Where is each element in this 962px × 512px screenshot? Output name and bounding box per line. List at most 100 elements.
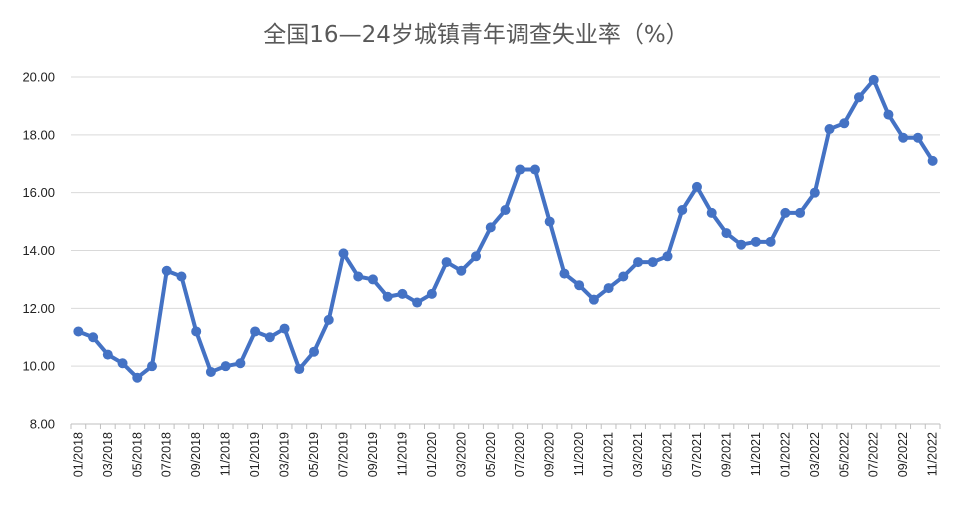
data-point	[618, 271, 629, 282]
x-tick-label: 09/2019	[366, 432, 380, 477]
data-point	[205, 366, 216, 377]
y-tick-label: 14.00	[22, 243, 55, 258]
x-tick-label: 01/2020	[425, 432, 439, 477]
x-tick-label: 09/2020	[543, 432, 557, 477]
data-point	[323, 314, 334, 325]
data-point	[102, 349, 113, 360]
data-point	[235, 358, 246, 369]
data-point	[515, 164, 526, 175]
data-point	[441, 257, 452, 268]
chart-title: 全国16—24岁城镇青年调查失业率（%）	[263, 22, 688, 48]
data-point	[500, 205, 511, 216]
x-tick-label: 05/2022	[837, 432, 851, 477]
x-axis-tick-labels: 01/2018 03/2018 05/2018 07/2018 09/2018 11/20…	[71, 432, 939, 477]
y-axis-tick-labels: 8.00 10.00 12.00 14.00 16.00 18.00 20.00	[22, 70, 55, 432]
y-tick-label: 20.00	[22, 70, 55, 85]
data-point	[647, 257, 658, 268]
data-point	[677, 205, 688, 216]
x-tick-label: 11/2020	[572, 432, 586, 476]
data-point	[750, 236, 761, 247]
data-point	[574, 280, 585, 291]
y-tick-label: 10.00	[22, 359, 55, 374]
y-tick-label: 8.00	[30, 417, 55, 432]
data-point	[603, 283, 614, 294]
x-tick-label: 03/2019	[278, 432, 292, 477]
data-point	[191, 326, 202, 337]
data-point	[176, 271, 187, 282]
x-tick-label: 03/2022	[808, 432, 822, 477]
data-point	[780, 207, 791, 218]
data-point	[73, 326, 84, 337]
data-point	[471, 251, 482, 262]
data-point	[853, 92, 864, 103]
data-point	[883, 109, 894, 120]
x-tick-label: 07/2019	[336, 432, 350, 477]
data-point	[412, 297, 423, 308]
x-tick-label: 01/2018	[71, 432, 85, 477]
y-tick-label: 16.00	[22, 185, 55, 200]
x-tick-label: 01/2021	[602, 432, 616, 477]
x-tick-label: 09/2021	[719, 432, 733, 477]
data-point	[927, 155, 938, 166]
data-point	[809, 187, 820, 198]
data-point	[294, 364, 305, 375]
data-point	[544, 216, 555, 227]
x-tick-label: 03/2020	[454, 432, 468, 477]
data-point	[824, 124, 835, 135]
data-point	[765, 236, 776, 247]
data-point	[426, 288, 437, 299]
data-point	[397, 288, 408, 299]
x-tick-label: 01/2022	[778, 432, 792, 477]
data-point	[382, 291, 393, 302]
x-tick-label: 11/2018	[219, 432, 233, 476]
x-tick-label: 03/2021	[631, 432, 645, 477]
data-point	[721, 228, 732, 239]
x-tick-label: 07/2021	[690, 432, 704, 477]
data-point	[250, 326, 261, 337]
data-point	[147, 361, 158, 372]
data-point	[633, 257, 644, 268]
data-point	[559, 268, 570, 279]
x-tick-label: 03/2018	[101, 432, 115, 477]
x-tick-label: 11/2021	[749, 432, 763, 476]
data-point	[220, 361, 231, 372]
data-point	[309, 346, 320, 357]
data-point	[588, 294, 599, 305]
data-point	[132, 372, 143, 383]
data-point	[264, 332, 275, 343]
data-point	[706, 207, 717, 218]
y-tick-label: 12.00	[22, 301, 55, 316]
x-tick-label: 05/2020	[484, 432, 498, 477]
data-point	[485, 222, 496, 233]
data-point	[912, 132, 923, 143]
data-point	[117, 358, 128, 369]
series-layer	[73, 74, 938, 383]
x-tick-label: 07/2020	[513, 432, 527, 477]
x-tick-label: 09/2018	[189, 432, 203, 477]
x-tick-label: 11/2022	[926, 432, 940, 476]
x-tick-label: 05/2018	[130, 432, 144, 477]
data-point	[868, 74, 879, 85]
data-point	[691, 181, 702, 192]
data-point	[279, 323, 290, 334]
data-point	[529, 164, 540, 175]
x-tick-label: 09/2022	[896, 432, 910, 477]
y-tick-label: 18.00	[22, 127, 55, 142]
gridlines	[70, 76, 941, 429]
series-line	[76, 77, 935, 380]
data-point	[662, 251, 673, 262]
x-tick-label: 05/2021	[661, 432, 675, 477]
data-point	[353, 271, 364, 282]
x-tick-label: 05/2019	[307, 432, 321, 477]
data-point	[161, 265, 172, 276]
x-tick-label: 01/2019	[248, 432, 262, 477]
x-tick-label: 11/2019	[395, 432, 409, 476]
x-tick-label: 07/2018	[160, 432, 174, 477]
data-point	[736, 239, 747, 250]
x-tick-label: 07/2022	[867, 432, 881, 477]
data-point	[898, 132, 909, 143]
data-point	[456, 265, 467, 276]
data-point	[795, 207, 806, 218]
